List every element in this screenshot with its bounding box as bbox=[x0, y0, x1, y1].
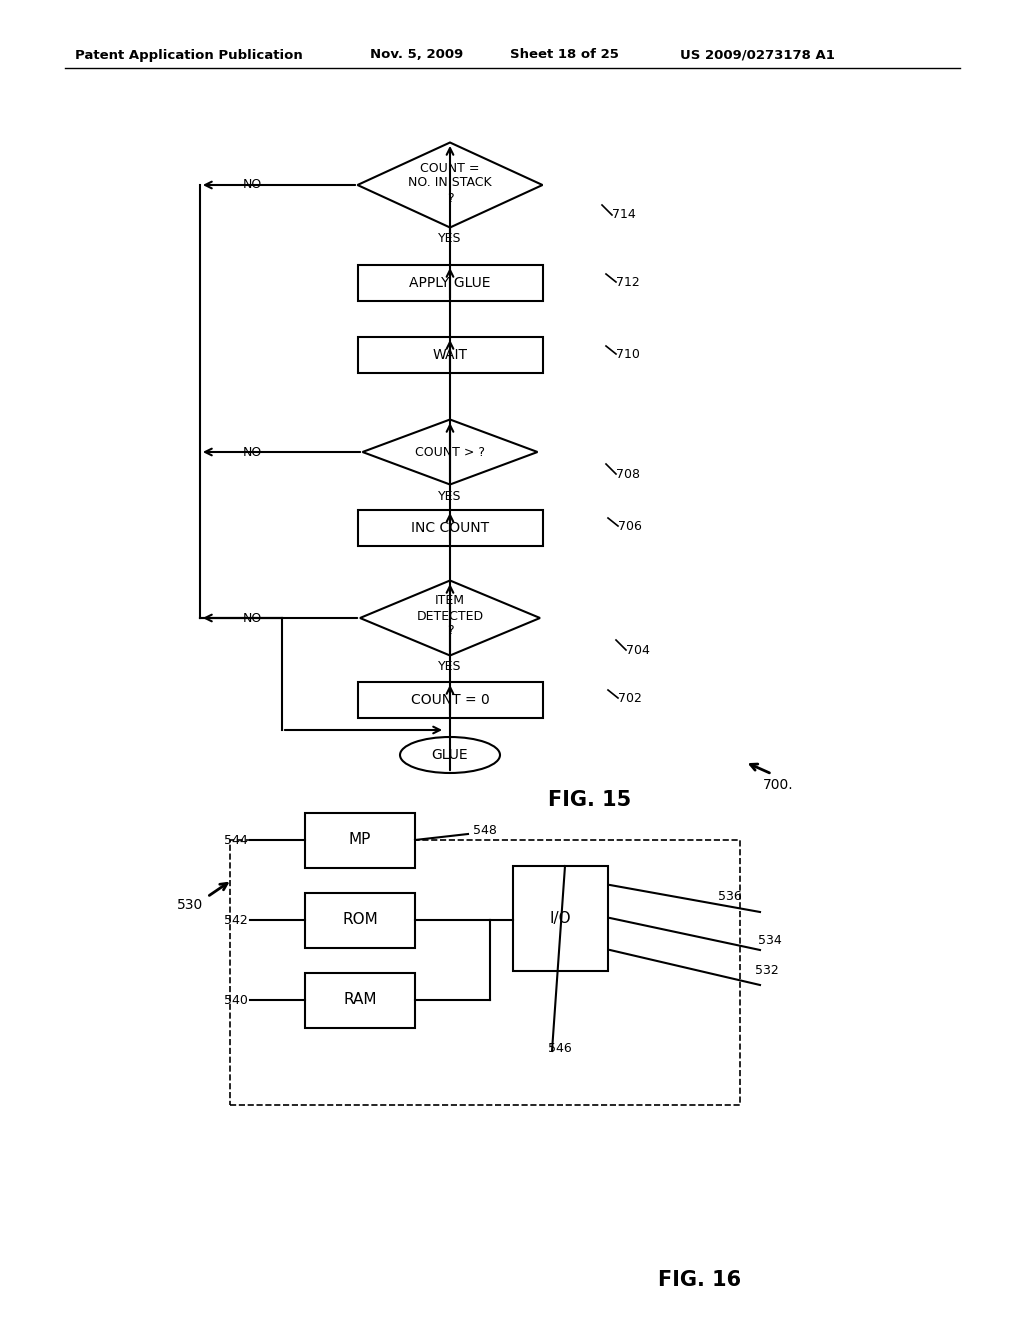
Text: Nov. 5, 2009: Nov. 5, 2009 bbox=[370, 49, 463, 62]
Text: NO: NO bbox=[243, 446, 262, 458]
Text: FIG. 15: FIG. 15 bbox=[549, 789, 632, 810]
Ellipse shape bbox=[400, 737, 500, 774]
Text: NO: NO bbox=[243, 611, 262, 624]
Text: COUNT = 0: COUNT = 0 bbox=[411, 693, 489, 708]
Bar bbox=[357, 510, 543, 546]
Text: YES: YES bbox=[438, 232, 462, 246]
Text: 708: 708 bbox=[616, 467, 640, 480]
Text: NO: NO bbox=[243, 178, 262, 191]
Text: 706: 706 bbox=[618, 520, 642, 532]
Text: 544: 544 bbox=[224, 833, 248, 846]
Text: 542: 542 bbox=[224, 913, 248, 927]
Bar bbox=[357, 682, 543, 718]
Polygon shape bbox=[360, 581, 540, 656]
Text: COUNT > ?: COUNT > ? bbox=[415, 446, 485, 458]
Polygon shape bbox=[362, 420, 538, 484]
Polygon shape bbox=[357, 143, 543, 227]
Text: 532: 532 bbox=[755, 964, 778, 977]
Text: RAM: RAM bbox=[343, 993, 377, 1007]
Text: I/O: I/O bbox=[549, 911, 570, 925]
Text: 540: 540 bbox=[224, 994, 248, 1006]
Text: INC COUNT: INC COUNT bbox=[411, 521, 489, 535]
Text: 712: 712 bbox=[616, 276, 640, 289]
Text: ROM: ROM bbox=[342, 912, 378, 928]
Text: 702: 702 bbox=[618, 692, 642, 705]
Text: YES: YES bbox=[438, 660, 462, 673]
Text: 548: 548 bbox=[473, 824, 497, 837]
Text: 534: 534 bbox=[758, 933, 781, 946]
Text: MP: MP bbox=[349, 833, 371, 847]
Text: COUNT =
NO. IN STACK
?: COUNT = NO. IN STACK ? bbox=[409, 161, 492, 205]
Text: 700.: 700. bbox=[763, 777, 794, 792]
Text: US 2009/0273178 A1: US 2009/0273178 A1 bbox=[680, 49, 835, 62]
Text: Sheet 18 of 25: Sheet 18 of 25 bbox=[510, 49, 618, 62]
Text: 710: 710 bbox=[616, 347, 640, 360]
Text: 704: 704 bbox=[626, 644, 650, 656]
Bar bbox=[230, 840, 740, 1105]
Text: YES: YES bbox=[438, 490, 462, 503]
Bar bbox=[305, 892, 415, 948]
Text: APPLY GLUE: APPLY GLUE bbox=[410, 276, 490, 290]
Text: GLUE: GLUE bbox=[432, 748, 468, 762]
Text: FIG. 16: FIG. 16 bbox=[658, 1270, 741, 1290]
Bar bbox=[357, 337, 543, 374]
Text: 536: 536 bbox=[718, 890, 741, 903]
Bar bbox=[512, 866, 607, 970]
Bar bbox=[305, 973, 415, 1027]
Text: 714: 714 bbox=[612, 209, 636, 222]
Text: WAIT: WAIT bbox=[432, 348, 468, 362]
Text: 530: 530 bbox=[177, 898, 203, 912]
Text: Patent Application Publication: Patent Application Publication bbox=[75, 49, 303, 62]
Text: ITEM
DETECTED
?: ITEM DETECTED ? bbox=[417, 594, 483, 638]
Text: 546: 546 bbox=[548, 1041, 571, 1055]
Bar bbox=[305, 813, 415, 867]
Bar bbox=[357, 265, 543, 301]
